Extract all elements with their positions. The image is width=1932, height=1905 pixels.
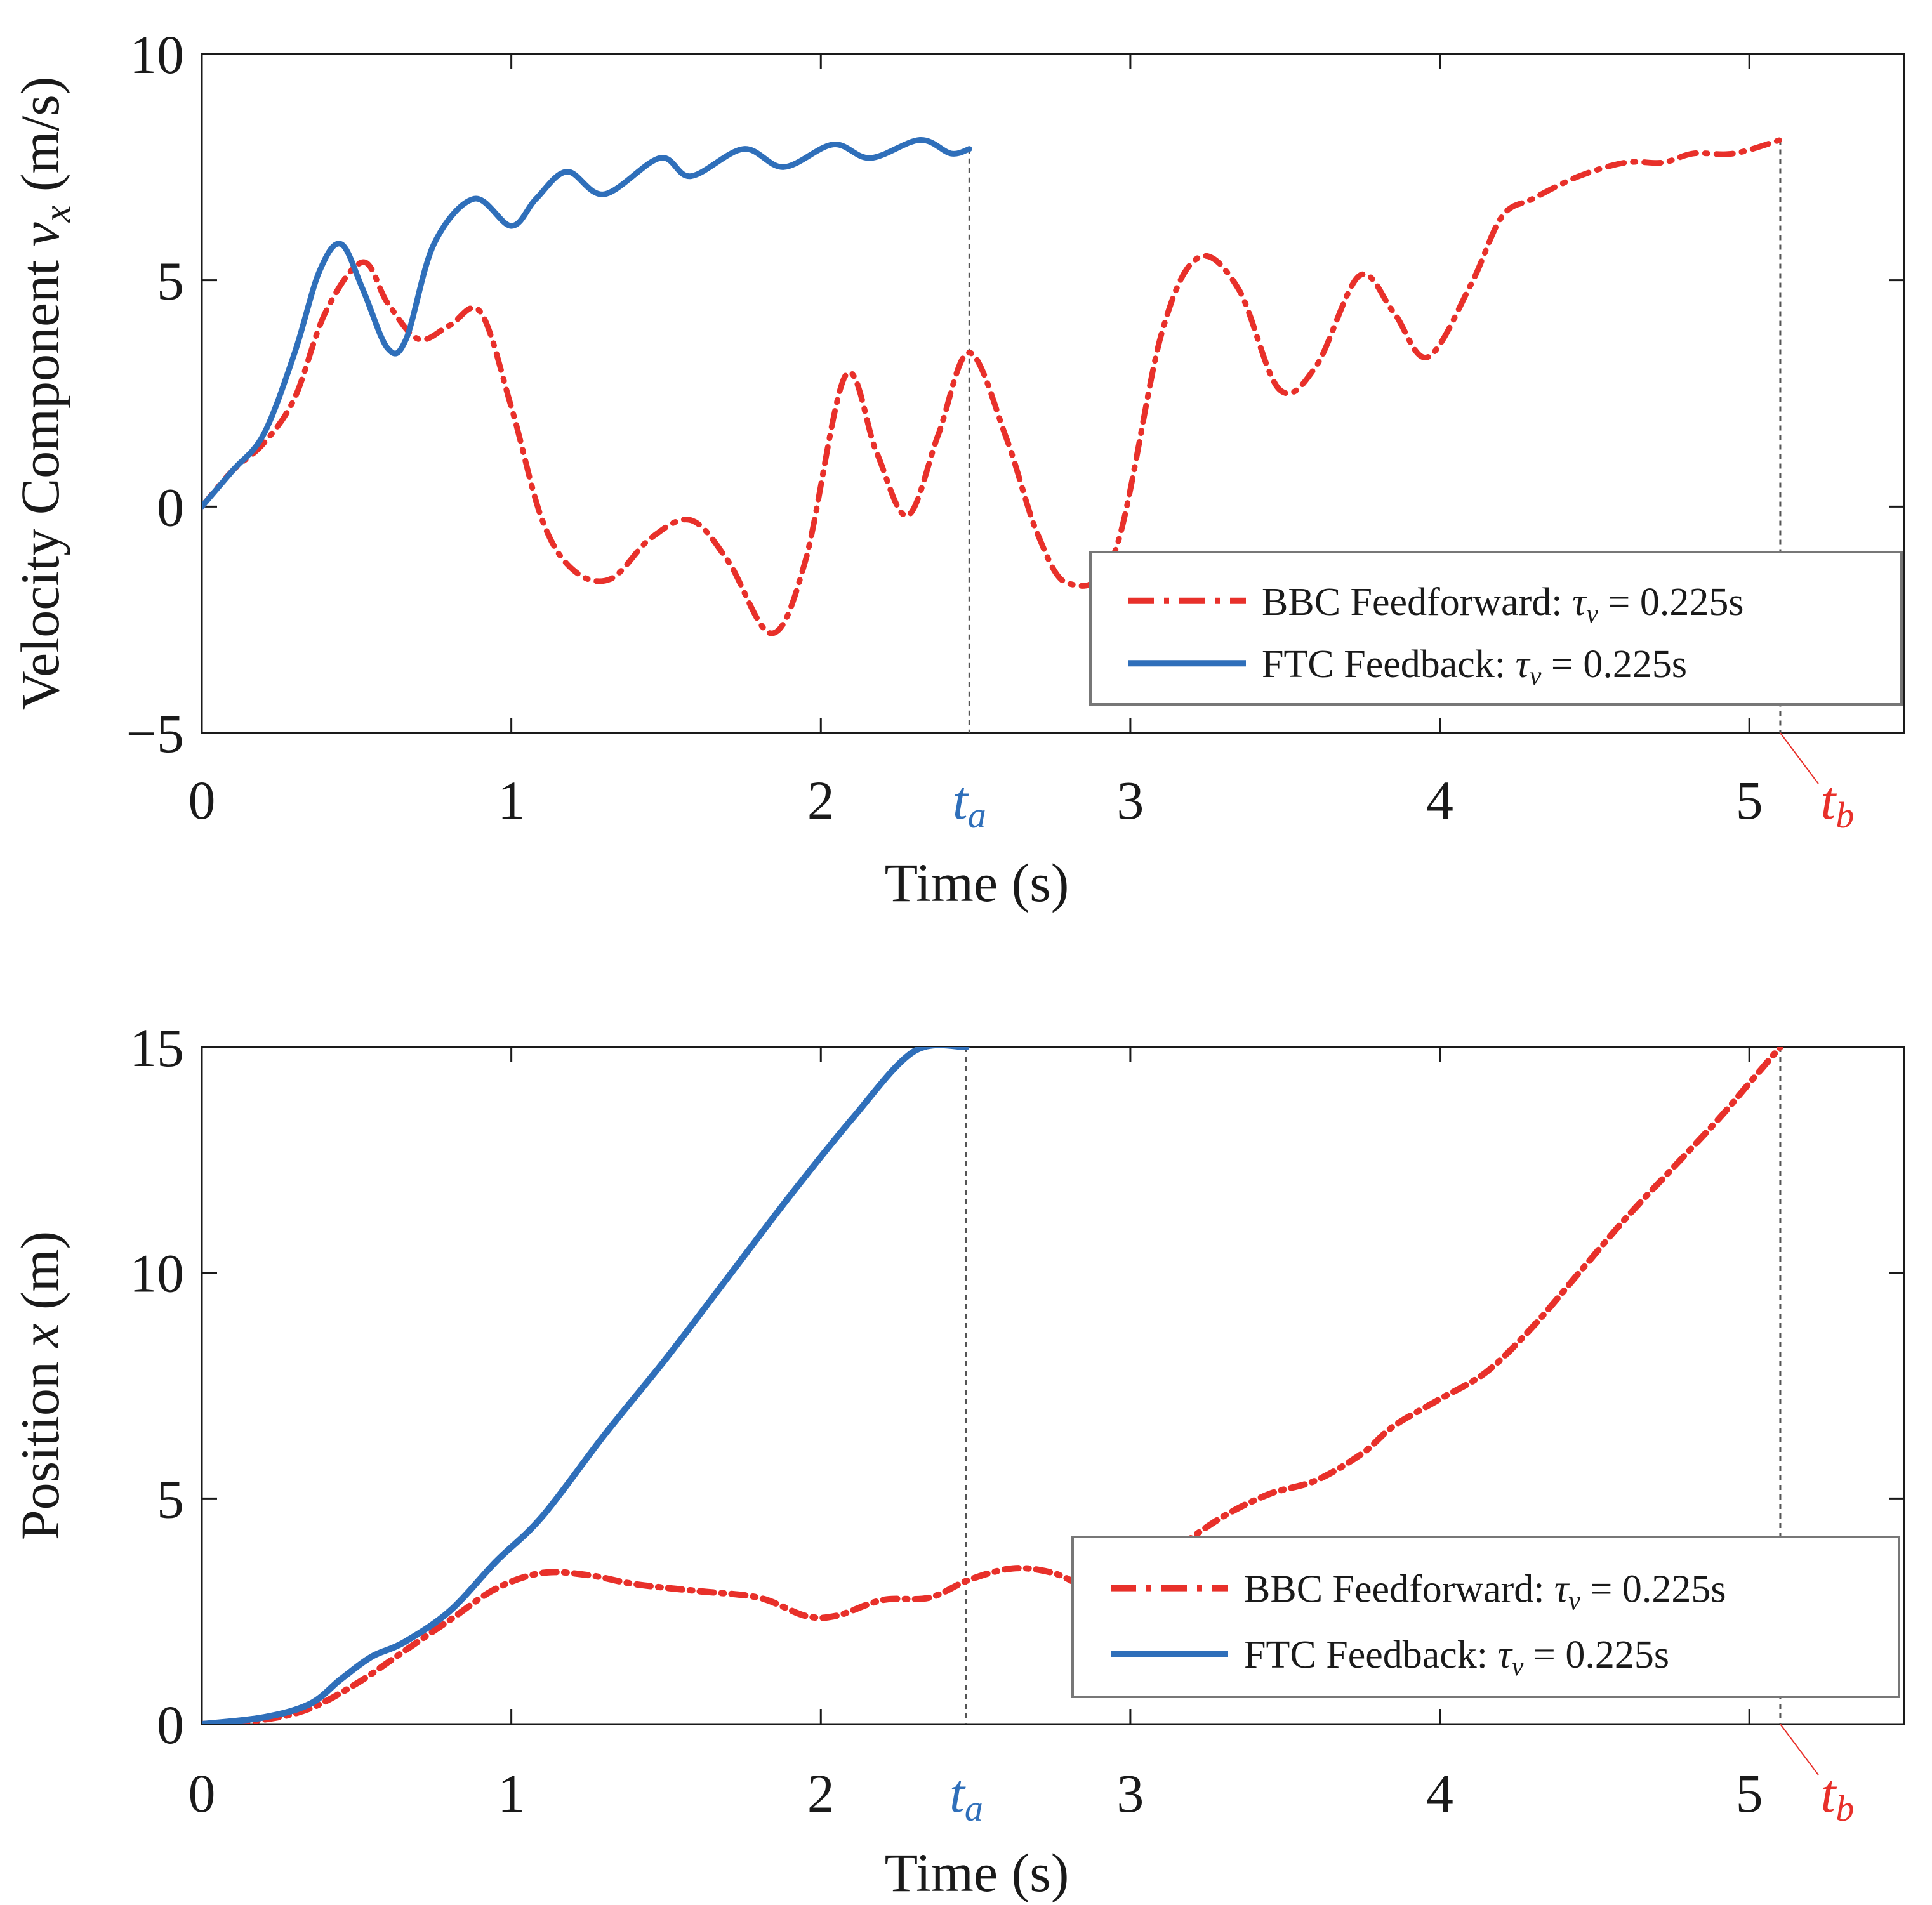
marker-label-main: t — [1820, 770, 1837, 831]
y-axis-label-symbol: x — [10, 1324, 70, 1349]
marker-label-sub: b — [1836, 794, 1854, 836]
marker-label-main: t — [953, 770, 969, 831]
marker-label: ta — [953, 770, 986, 836]
x-tick-label: 2 — [807, 770, 835, 831]
legend-label-subscript: v — [1512, 1652, 1524, 1682]
marker-leader-line — [1780, 732, 1819, 784]
ftc-feedback-line — [202, 137, 972, 510]
x-tick-label: 3 — [1116, 770, 1144, 831]
legend-label: FTC Feedback: τv = 0.225s — [1244, 1633, 1669, 1682]
legend-label: BBC Feedforward: τv = 0.225s — [1262, 581, 1744, 629]
x-tick-label: 5 — [1736, 770, 1763, 831]
bbc-feedforward-line — [202, 1047, 1783, 1724]
legend-label: FTC Feedback: τv = 0.225s — [1262, 643, 1687, 691]
legend-label-value: = 0.225s — [1523, 1633, 1669, 1677]
x-tick-label: 5 — [1736, 1763, 1763, 1824]
legend-label-symbol: τ — [1572, 581, 1588, 624]
y-axis-label-unit: (m/s) — [10, 77, 70, 206]
y-tick-label: 5 — [157, 1468, 184, 1529]
legend-label-value: = 0.225s — [1541, 643, 1687, 686]
plot-frame — [201, 1046, 1905, 1725]
marker-label-sub: a — [965, 1788, 983, 1829]
marker-label: ta — [949, 1763, 983, 1829]
y-tick-label: 0 — [157, 1694, 184, 1755]
marker-label-main: t — [949, 1763, 966, 1824]
x-axis-label: Time (s) — [885, 852, 1069, 913]
y-tick-label: 10 — [129, 1243, 184, 1304]
legend-box — [1089, 551, 1903, 706]
legend-label: BBC Feedforward: τv = 0.225s — [1244, 1568, 1726, 1616]
marker-label: tb — [1820, 1763, 1854, 1829]
legend-box — [1071, 1536, 1900, 1698]
x-tick-label: 4 — [1426, 770, 1453, 831]
legend-label-value: = 0.225s — [1580, 1568, 1726, 1611]
legend-label-symbol: τ — [1554, 1568, 1570, 1611]
y-tick-label: 15 — [129, 1017, 184, 1078]
marker-leader-line — [1780, 1724, 1819, 1776]
legend-label-subscript: v — [1530, 662, 1542, 691]
legend-label-symbol: τ — [1516, 643, 1532, 686]
ftc-feedback-line — [202, 1047, 970, 1724]
x-tick-label: 0 — [189, 770, 216, 831]
y-axis-label: Position x (m) — [10, 1231, 70, 1540]
y-tick-label: −5 — [126, 703, 184, 764]
bbc-feedforward-line — [202, 137, 1783, 636]
legend-label-text: FTC Feedback: — [1244, 1633, 1498, 1677]
x-tick-label: 2 — [807, 1763, 835, 1824]
legend-label-subscript: v — [1586, 600, 1598, 629]
marker-label-sub: a — [968, 794, 986, 836]
legend-label-subscript: v — [1568, 1587, 1580, 1616]
legend-label-text: BBC Feedforward: — [1262, 581, 1572, 624]
x-tick-label: 1 — [498, 770, 525, 831]
x-tick-label: 0 — [189, 1763, 216, 1824]
legend-label-text: FTC Feedback: — [1262, 643, 1516, 686]
marker-label-sub: b — [1836, 1788, 1854, 1829]
y-tick-label: 5 — [157, 251, 184, 312]
marker-label-main: t — [1820, 1763, 1837, 1824]
x-tick-label: 3 — [1116, 1763, 1144, 1824]
y-axis-label-text: Position — [10, 1348, 70, 1540]
y-tick-label: 0 — [157, 477, 184, 537]
y-axis-label-unit: (m) — [10, 1231, 70, 1324]
x-axis-label: Time (s) — [885, 1842, 1069, 1903]
y-axis-label-subscript: x — [36, 205, 78, 223]
y-axis-label-symbol: v — [10, 221, 70, 246]
legend-label-symbol: τ — [1498, 1633, 1514, 1677]
x-tick-label: 1 — [498, 1763, 525, 1824]
y-tick-label: 10 — [129, 24, 184, 85]
x-tick-label: 4 — [1426, 1763, 1453, 1824]
plot-frame — [201, 53, 1905, 734]
y-axis-label: Velocity Component vx (m/s) — [10, 77, 78, 711]
y-axis-label-text: Velocity Component — [10, 246, 70, 710]
marker-label: tb — [1820, 770, 1854, 836]
legend-label-text: BBC Feedforward: — [1244, 1568, 1554, 1611]
legend-label-value: = 0.225s — [1598, 581, 1744, 624]
